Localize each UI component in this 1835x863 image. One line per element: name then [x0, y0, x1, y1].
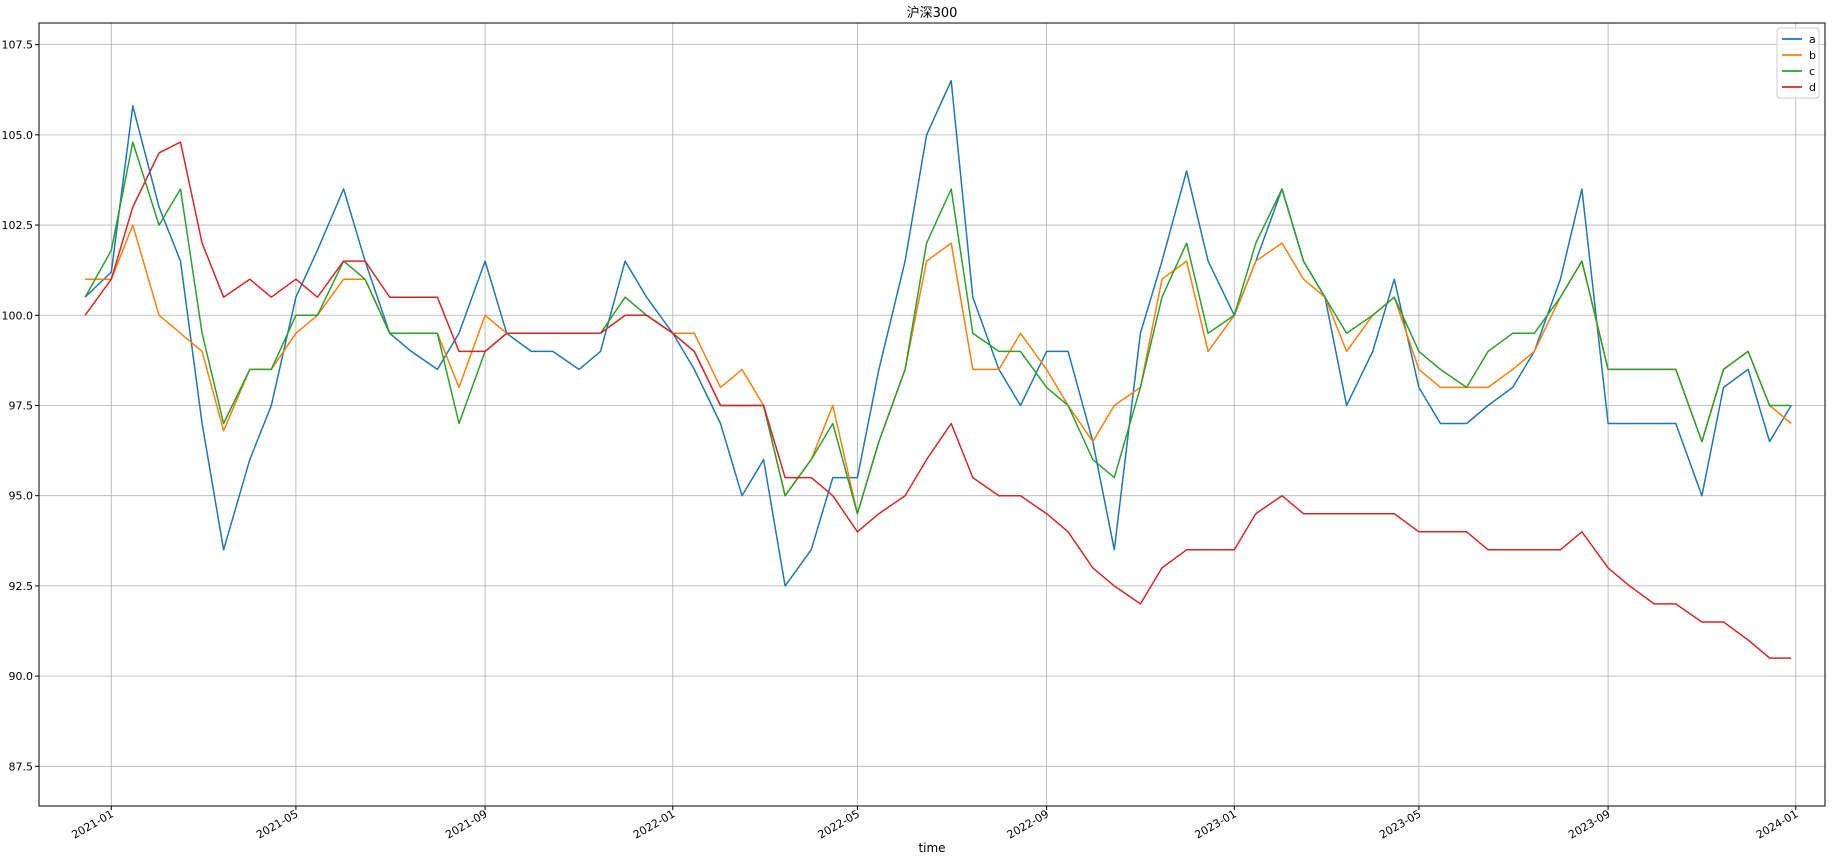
legend-label-c: c [1809, 65, 1815, 78]
y-tick-label: 95.0 [9, 490, 34, 503]
legend-label-a: a [1809, 33, 1816, 46]
series-line-a [84, 79, 1792, 587]
legend-label-b: b [1809, 49, 1816, 62]
series-line-c [84, 141, 1792, 515]
y-tick-label: 107.5 [2, 39, 34, 52]
grid-lines [39, 23, 1825, 806]
y-tick-label: 100.0 [2, 309, 34, 322]
y-axis: 87.5 90.0 92.5 95.0 97.5 100.0 102.5 105.0 107.5 [2, 39, 39, 773]
y-tick-label: 87.5 [9, 760, 34, 773]
chart-title: 沪深300 [907, 5, 958, 21]
series-line-d [84, 141, 1792, 659]
x-axis-label: time [918, 841, 945, 855]
y-tick-label: 90.0 [9, 670, 34, 683]
plot-area-frame [38, 22, 1826, 807]
series-lines [84, 79, 1792, 659]
y-tick-label: 105.0 [2, 129, 34, 142]
legend-label-d: d [1809, 81, 1816, 94]
y-tick-label: 97.5 [9, 399, 34, 412]
y-tick-label: 92.5 [9, 580, 34, 593]
legend-box [1776, 27, 1820, 99]
y-tick-label: 102.5 [2, 219, 34, 232]
